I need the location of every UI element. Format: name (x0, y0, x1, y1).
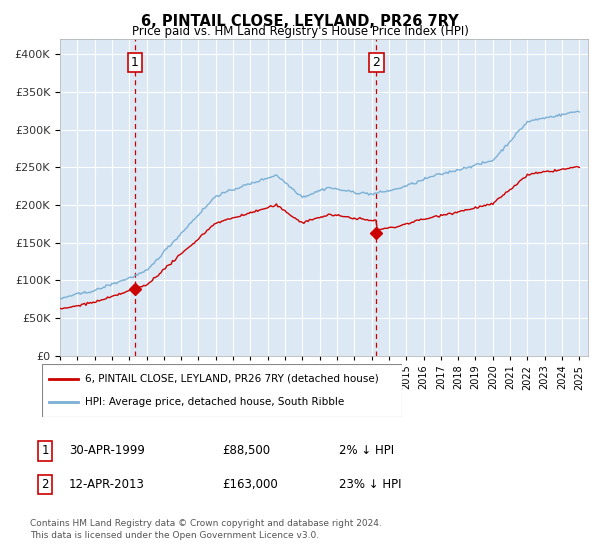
Text: 6, PINTAIL CLOSE, LEYLAND, PR26 7RY (detached house): 6, PINTAIL CLOSE, LEYLAND, PR26 7RY (det… (85, 374, 379, 384)
Text: 2: 2 (41, 478, 49, 491)
Text: 1: 1 (41, 444, 49, 458)
Text: 23% ↓ HPI: 23% ↓ HPI (339, 478, 401, 491)
Text: £163,000: £163,000 (222, 478, 278, 491)
Text: £88,500: £88,500 (222, 444, 270, 458)
Text: HPI: Average price, detached house, South Ribble: HPI: Average price, detached house, Sout… (85, 397, 344, 407)
Text: 12-APR-2013: 12-APR-2013 (69, 478, 145, 491)
Text: 6, PINTAIL CLOSE, LEYLAND, PR26 7RY: 6, PINTAIL CLOSE, LEYLAND, PR26 7RY (141, 14, 459, 29)
Text: 1: 1 (131, 56, 139, 69)
FancyBboxPatch shape (42, 364, 402, 417)
Text: 30-APR-1999: 30-APR-1999 (69, 444, 145, 458)
Text: This data is licensed under the Open Government Licence v3.0.: This data is licensed under the Open Gov… (30, 531, 319, 540)
Text: 2: 2 (373, 56, 380, 69)
Text: Price paid vs. HM Land Registry's House Price Index (HPI): Price paid vs. HM Land Registry's House … (131, 25, 469, 38)
Text: 2% ↓ HPI: 2% ↓ HPI (339, 444, 394, 458)
Text: Contains HM Land Registry data © Crown copyright and database right 2024.: Contains HM Land Registry data © Crown c… (30, 519, 382, 528)
